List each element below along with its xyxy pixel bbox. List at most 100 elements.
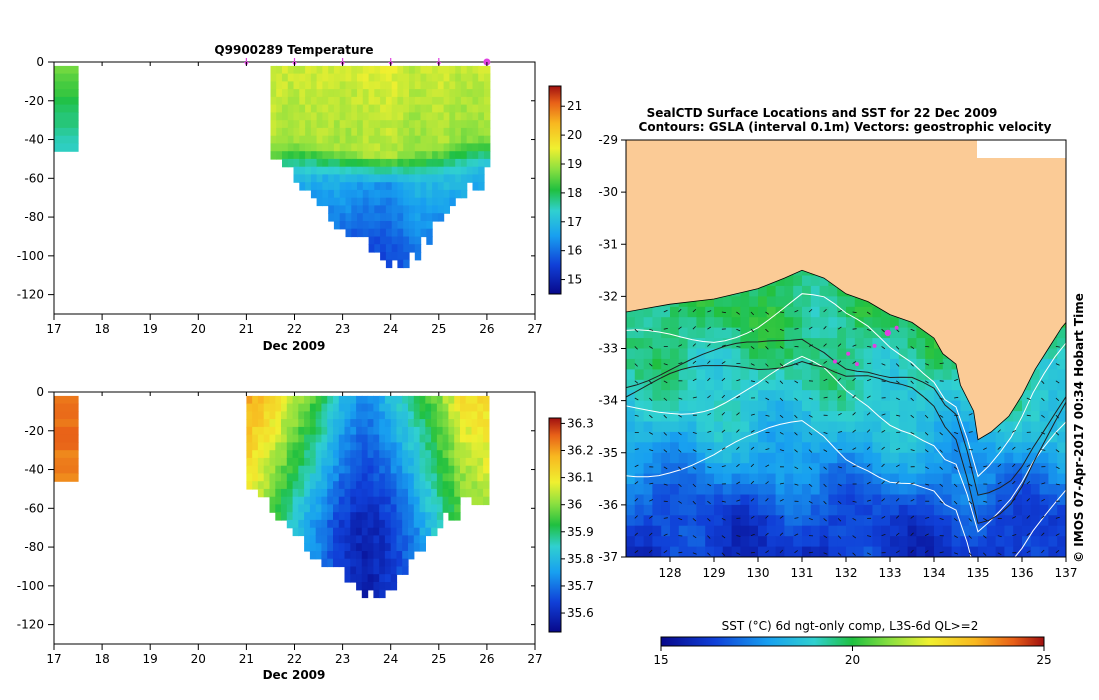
section-cell (293, 166, 300, 176)
section-cell (460, 457, 467, 467)
velocity-vector (750, 328, 755, 333)
section-cell (442, 473, 449, 482)
section-cell (316, 135, 323, 145)
sst-cell (714, 463, 724, 475)
section-cell (385, 81, 393, 90)
section-cell (246, 411, 253, 420)
section-cell (384, 473, 392, 482)
sst-cell (784, 348, 794, 360)
sst-cell (766, 400, 777, 412)
section-cell (402, 450, 409, 459)
sst-cell (907, 379, 917, 391)
sst-cell (688, 557, 697, 568)
sst-cell (1022, 515, 1032, 527)
sst-cell (942, 369, 953, 381)
sst-cell (819, 327, 829, 339)
section-cell (380, 221, 387, 230)
sst-cell (661, 536, 671, 548)
sst-cell (722, 442, 733, 454)
section-cell (397, 73, 404, 82)
section-cell (443, 205, 450, 214)
section-cell (443, 135, 450, 145)
velocity-vector (692, 378, 697, 382)
section-cell (321, 411, 328, 420)
section-cell (426, 205, 433, 214)
sst-cell (696, 390, 706, 402)
velocity-vector (866, 463, 871, 468)
section-cell (426, 158, 433, 168)
section-cell (432, 112, 439, 121)
section-cell (449, 135, 456, 145)
velocity-vector (924, 380, 929, 384)
velocity-vector (837, 483, 842, 487)
velocity-vector (837, 360, 842, 364)
section-cell (409, 96, 416, 106)
section-cell (454, 411, 461, 420)
velocity-vector (852, 311, 857, 313)
sst-cell (696, 327, 706, 339)
sst-cell (819, 358, 829, 370)
sst-cell (951, 515, 961, 527)
section-cell (431, 465, 438, 475)
sst-cell (872, 421, 882, 433)
section-cell (309, 481, 317, 490)
section-cell (345, 151, 352, 160)
sst-cell (626, 452, 636, 464)
section-cell (390, 403, 398, 412)
section-cell (362, 197, 370, 207)
section-cell (391, 120, 399, 129)
sst-cell (819, 275, 829, 287)
section-cell (455, 174, 462, 183)
section-cell (425, 411, 432, 420)
velocity-vector (794, 414, 798, 419)
sst-cell (652, 379, 662, 391)
section-cell (390, 465, 398, 475)
sst-cell (643, 411, 653, 422)
sst-cell (1066, 276, 1075, 287)
section-cell (403, 213, 410, 222)
sst-cell (951, 484, 961, 495)
section-cell (472, 127, 479, 137)
velocity-vector (1055, 432, 1060, 436)
section-cell (437, 65, 445, 75)
section-cell (275, 481, 282, 490)
sst-cell (722, 296, 733, 308)
sst-cell (881, 390, 891, 402)
velocity-vector (852, 535, 857, 539)
section-cell (350, 465, 357, 475)
sst-cell (687, 327, 697, 339)
sst-cell (758, 296, 768, 308)
section-cell (338, 558, 346, 568)
section-cell (373, 543, 380, 552)
sst-cell (722, 327, 733, 339)
sst-cell (863, 358, 873, 370)
sst-cell (714, 317, 724, 329)
section-cell (472, 65, 479, 75)
section-cell (276, 81, 283, 90)
velocity-vector (852, 412, 856, 416)
y-tick-label: -20 (24, 94, 44, 108)
section-cell (413, 527, 421, 537)
sst-cell (881, 546, 891, 557)
section-cell (350, 411, 357, 420)
sst-cell (978, 463, 988, 475)
section-cell (299, 112, 306, 121)
sst-cell (696, 431, 706, 443)
sst-cell (1004, 442, 1014, 454)
sst-cell (626, 484, 636, 495)
velocity-vector (750, 346, 755, 350)
section-cell (413, 512, 421, 521)
section-cell (321, 481, 328, 490)
sst-cell (810, 358, 821, 370)
velocity-vector (721, 344, 726, 347)
section-cell (327, 442, 334, 451)
section-cell (368, 112, 375, 121)
sst-cell (643, 306, 653, 318)
velocity-vector (939, 432, 943, 436)
sst-cell (802, 338, 812, 349)
sst-cell (995, 525, 1005, 537)
section-cell (54, 81, 79, 90)
sst-cell (810, 379, 821, 391)
section-cell (390, 504, 398, 513)
velocity-vector (881, 480, 885, 485)
